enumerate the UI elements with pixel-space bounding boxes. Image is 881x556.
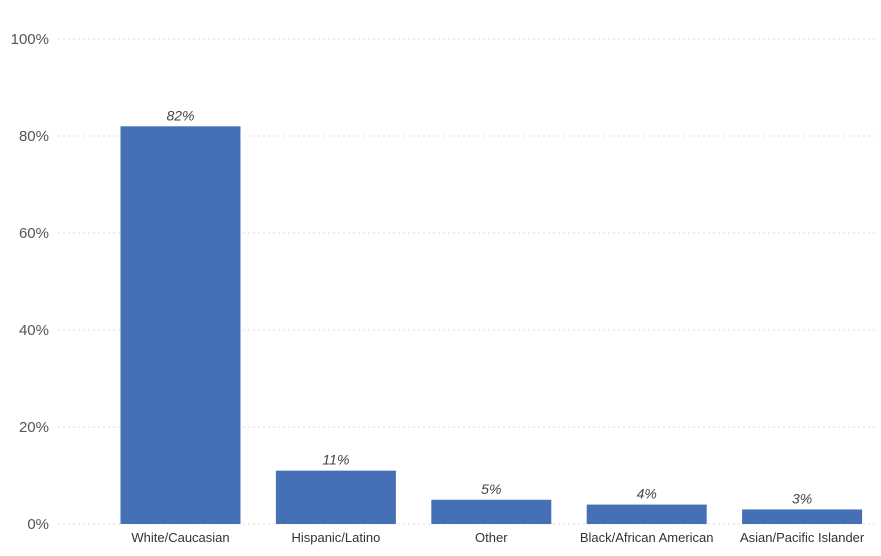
bars: [120, 126, 863, 525]
y-tick-label-100: 100%: [11, 31, 49, 48]
bar-other[interactable]: [431, 499, 552, 524]
bar-black-african-american[interactable]: [586, 504, 707, 524]
y-tick-label-60: 60%: [19, 225, 49, 242]
bar-hispanic-latino[interactable]: [275, 470, 396, 524]
data-labels: 82% 11% 5% 4% 3%: [166, 107, 812, 506]
bar-white-caucasian[interactable]: [120, 126, 241, 525]
bar-asian-pacific-islander[interactable]: [742, 509, 863, 524]
data-label-white-caucasian: 82%: [166, 107, 194, 123]
x-tick-label-black-african-american: Black/African American: [580, 530, 714, 545]
y-tick-label-80: 80%: [19, 128, 49, 145]
y-axis-tick-labels: 0% 20% 40% 60% 80% 100%: [11, 31, 49, 533]
x-axis-category-labels: White/Caucasian Hispanic/Latino Other Black…: [131, 530, 865, 545]
data-label-other: 5%: [481, 481, 501, 497]
x-tick-label-other: Other: [475, 530, 508, 545]
data-label-black-african-american: 4%: [637, 486, 657, 502]
data-label-asian-pacific-islander: 3%: [792, 490, 812, 506]
x-tick-label-asian-pacific-islander: Asian/Pacific Islander: [740, 530, 865, 545]
data-label-hispanic-latino: 11%: [322, 452, 349, 468]
y-tick-label-40: 40%: [19, 322, 49, 339]
x-tick-label-hispanic-latino: Hispanic/Latino: [291, 530, 380, 545]
x-tick-label-white-caucasian: White/Caucasian: [131, 530, 229, 545]
y-tick-label-20: 20%: [19, 419, 49, 436]
y-tick-label-0: 0%: [27, 516, 49, 533]
